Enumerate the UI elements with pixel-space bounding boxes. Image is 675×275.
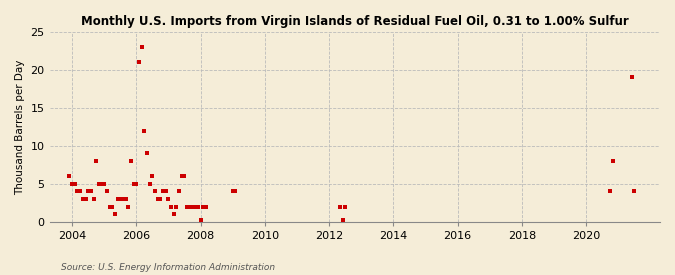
Point bbox=[40, 136, 51, 141]
Point bbox=[182, 204, 192, 209]
Point bbox=[77, 197, 88, 201]
Point bbox=[169, 212, 180, 216]
Point bbox=[99, 182, 109, 186]
Point bbox=[171, 204, 182, 209]
Point bbox=[340, 204, 350, 209]
Point bbox=[608, 159, 618, 163]
Point bbox=[184, 204, 195, 209]
Point bbox=[198, 204, 209, 209]
Point bbox=[155, 197, 166, 201]
Point bbox=[64, 174, 75, 178]
Point bbox=[90, 159, 101, 163]
Point bbox=[70, 182, 80, 186]
Point bbox=[144, 182, 155, 186]
Point bbox=[150, 189, 161, 194]
Point bbox=[147, 174, 158, 178]
Point bbox=[67, 182, 78, 186]
Point bbox=[117, 197, 128, 201]
Point bbox=[227, 189, 238, 194]
Point bbox=[112, 197, 123, 201]
Point bbox=[136, 45, 147, 49]
Point bbox=[161, 189, 171, 194]
Point bbox=[126, 159, 136, 163]
Point bbox=[131, 182, 142, 186]
Point bbox=[177, 174, 188, 178]
Point bbox=[104, 204, 115, 209]
Point bbox=[200, 204, 211, 209]
Point bbox=[334, 204, 345, 209]
Point bbox=[605, 189, 616, 194]
Point bbox=[97, 182, 107, 186]
Point bbox=[75, 189, 86, 194]
Point bbox=[173, 189, 184, 194]
Point bbox=[83, 189, 94, 194]
Point bbox=[190, 204, 200, 209]
Title: Monthly U.S. Imports from Virgin Islands of Residual Fuel Oil, 0.31 to 1.00% Sul: Monthly U.S. Imports from Virgin Islands… bbox=[81, 15, 628, 28]
Point bbox=[101, 189, 112, 194]
Point bbox=[153, 197, 163, 201]
Point bbox=[93, 182, 104, 186]
Y-axis label: Thousand Barrels per Day: Thousand Barrels per Day bbox=[15, 59, 25, 194]
Point bbox=[337, 218, 348, 222]
Point bbox=[626, 75, 637, 80]
Point bbox=[72, 189, 83, 194]
Point bbox=[115, 197, 126, 201]
Point bbox=[179, 174, 190, 178]
Point bbox=[109, 212, 120, 216]
Point bbox=[139, 128, 150, 133]
Point bbox=[629, 189, 640, 194]
Point bbox=[107, 204, 117, 209]
Point bbox=[128, 182, 139, 186]
Point bbox=[142, 151, 153, 156]
Point bbox=[37, 151, 48, 156]
Point bbox=[80, 197, 91, 201]
Point bbox=[163, 197, 174, 201]
Point bbox=[192, 204, 203, 209]
Point bbox=[195, 218, 206, 222]
Point bbox=[123, 204, 134, 209]
Point bbox=[187, 204, 198, 209]
Point bbox=[230, 189, 241, 194]
Point bbox=[165, 204, 176, 209]
Text: Source: U.S. Energy Information Administration: Source: U.S. Energy Information Administ… bbox=[61, 263, 275, 271]
Point bbox=[120, 197, 131, 201]
Point bbox=[157, 189, 168, 194]
Point bbox=[134, 60, 144, 65]
Point bbox=[85, 189, 96, 194]
Point bbox=[88, 197, 99, 201]
